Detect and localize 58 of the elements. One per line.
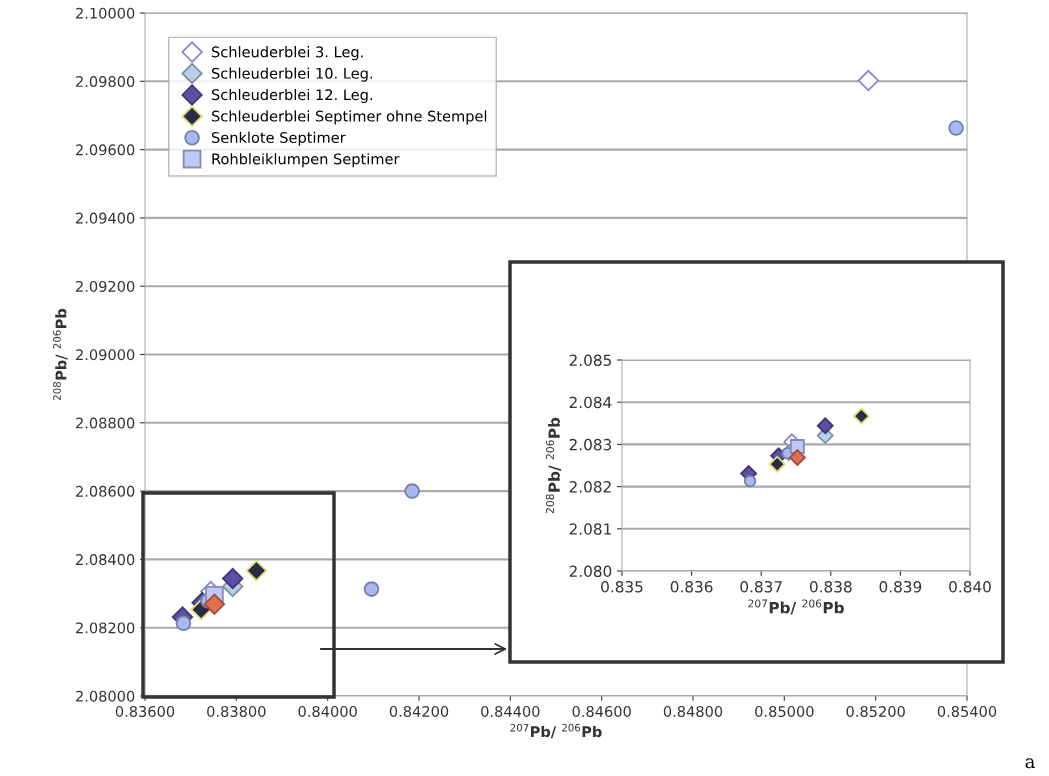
y-axis-title: $^{208}$Pb/ $^{206}$Pb xyxy=(53,308,68,400)
point xyxy=(788,449,806,466)
x-axis-title: $^{207}$Pb/ $^{206}$Pb xyxy=(748,599,844,615)
y-tick-label: 2.085 xyxy=(569,354,611,367)
y-axis-title: $^{208}$Pb/ $^{206}$Pb xyxy=(545,417,562,514)
point xyxy=(203,593,226,615)
y-tick-label: 2.09400 xyxy=(76,212,135,224)
legend-label: Schleuderblei Septimer ohne Stempel xyxy=(211,110,487,125)
y-tick-label: 2.08800 xyxy=(76,417,135,429)
point xyxy=(404,483,420,499)
y-tick-label: 2.08000 xyxy=(76,690,135,702)
y-tick-label: 2.082 xyxy=(569,481,611,493)
point xyxy=(857,69,879,92)
y-tick-label: 2.080 xyxy=(569,565,612,578)
x-tick-label: 0.836 xyxy=(670,580,713,593)
text: a xyxy=(1025,758,1035,769)
x-tick-label: 0.838 xyxy=(809,580,852,593)
y-tick-label: 2.09200 xyxy=(76,280,135,292)
y-tick-label: 2.081 xyxy=(569,523,611,535)
y-tick-label: 2.08400 xyxy=(76,554,135,566)
x-tick-label: 0.837 xyxy=(740,580,782,593)
y-tick-label: 2.083 xyxy=(569,438,612,451)
x-tick-label: 0.84800 xyxy=(663,705,723,718)
legend-label: Schleuderblei 10. Leg. xyxy=(211,67,372,82)
x-tick-label: 0.83800 xyxy=(207,705,266,718)
point xyxy=(816,417,834,435)
point xyxy=(853,407,870,425)
x-tick-label: 0.840 xyxy=(949,580,991,593)
y-tick-label: 2.09000 xyxy=(76,349,135,361)
x-tick-label: 0.835 xyxy=(601,580,643,593)
x-tick-label: 0.84000 xyxy=(298,705,357,718)
x-tick-label: 0.85000 xyxy=(755,705,814,718)
point xyxy=(222,567,244,590)
y-tick-label: 2.09800 xyxy=(76,76,135,88)
point xyxy=(363,581,380,597)
x-tick-label: 0.85200 xyxy=(846,705,905,718)
point xyxy=(948,120,964,136)
legend-label: Schleuderblei 3. Leg. xyxy=(211,46,363,61)
point xyxy=(789,439,805,454)
point xyxy=(175,615,192,632)
point xyxy=(245,560,268,582)
point xyxy=(768,455,786,473)
y-tick-label: 2.09600 xyxy=(76,144,135,156)
y-tick-label: 2.08600 xyxy=(76,485,135,497)
y-tick-label: 2.10000 xyxy=(76,7,135,19)
y-tick-label: 2.08200 xyxy=(76,622,135,634)
x-tick-label: 0.84600 xyxy=(572,705,631,718)
x-tick-label: 0.85400 xyxy=(937,705,997,718)
y-tick-label: 2.084 xyxy=(569,396,612,409)
x-tick-label: 0.84200 xyxy=(389,705,449,718)
x-tick-label: 0.84400 xyxy=(481,705,540,718)
x-axis-title: $^{207}$Pb/ $^{206}$Pb xyxy=(510,723,602,739)
legend-label: Schleuderblei 12. Leg. xyxy=(211,88,372,104)
legend-label: Senklote Septimer xyxy=(211,131,346,146)
x-tick-label: 0.839 xyxy=(879,580,922,593)
point xyxy=(743,474,757,488)
legend-label: Rohbleiklumpen Septimer xyxy=(212,153,400,168)
x-tick-label: 0.83600 xyxy=(115,705,175,718)
